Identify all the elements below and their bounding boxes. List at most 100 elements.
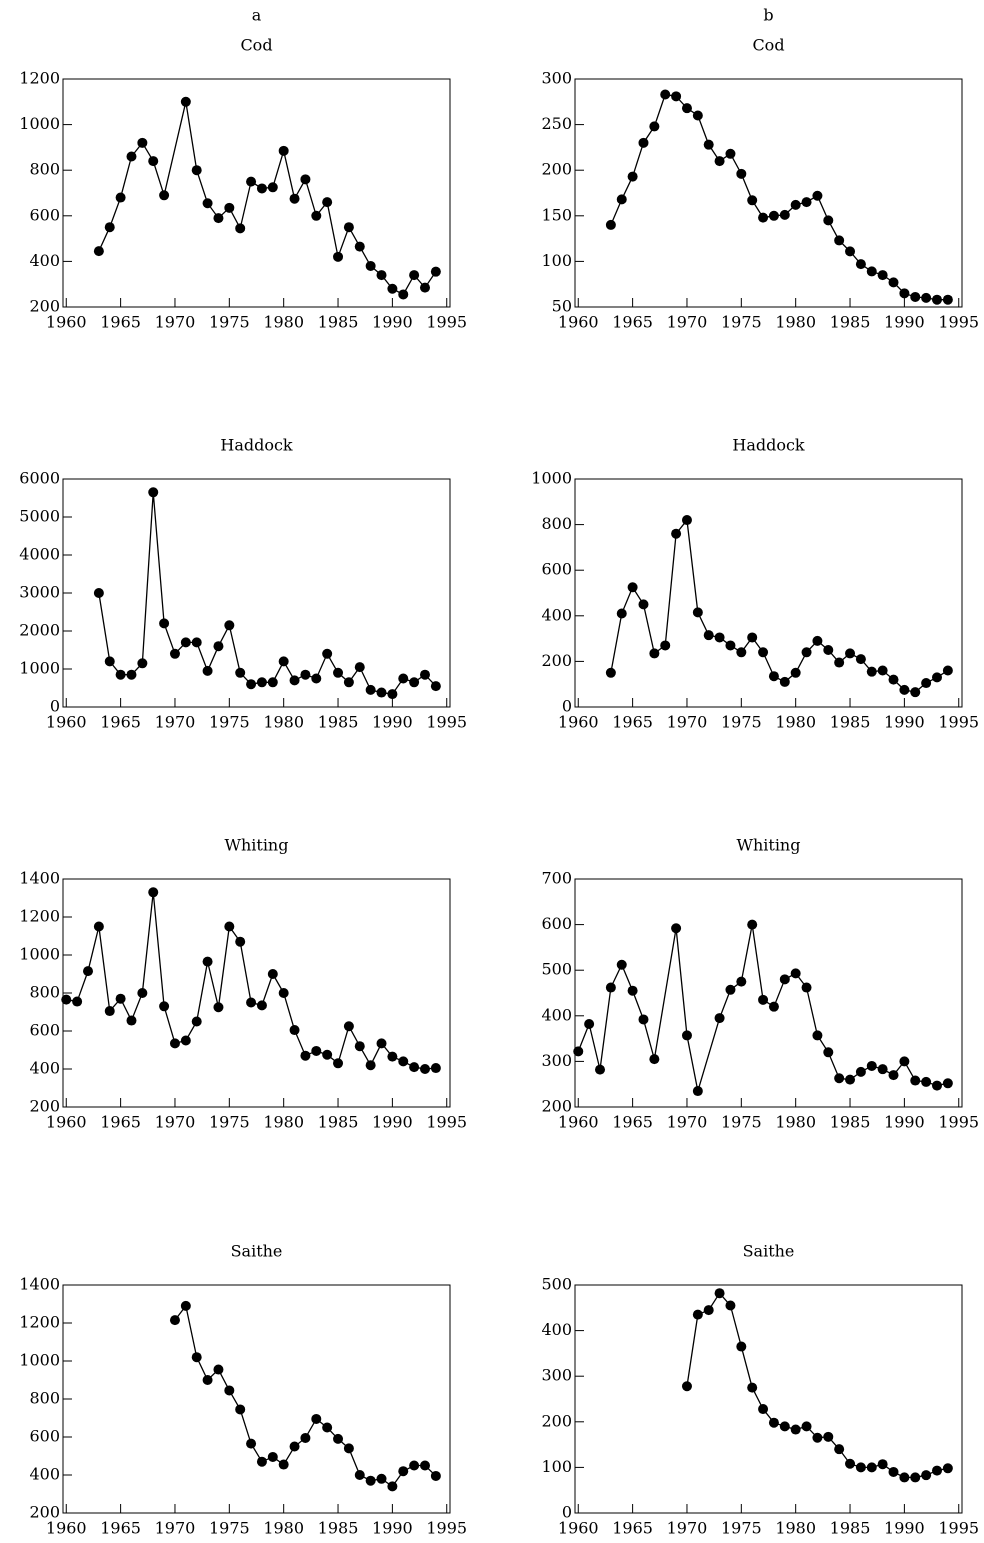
data-point [910, 1472, 921, 1483]
series-line [686, 1292, 949, 1479]
y-tick-label: 100 [541, 251, 572, 270]
data-point [409, 1062, 420, 1073]
data-point [866, 266, 877, 277]
data-point [333, 251, 344, 262]
data-point [801, 982, 812, 993]
y-tick-label: 5000 [19, 507, 60, 526]
x-tick-label: 1975 [209, 713, 250, 732]
data-point [671, 91, 682, 102]
data-point [638, 1014, 649, 1025]
data-point [398, 289, 409, 300]
data-point [137, 988, 148, 998]
data-point [747, 919, 758, 930]
data-point [278, 1459, 289, 1470]
y-tick-label: 800 [29, 1389, 60, 1408]
data-point [942, 1463, 953, 1474]
data-point [72, 996, 83, 1007]
data-point [202, 198, 213, 209]
data-point [235, 667, 246, 678]
data-point [899, 1056, 910, 1067]
x-tick-label: 1960 [46, 1519, 87, 1538]
data-point [834, 1444, 845, 1455]
data-point [812, 1030, 823, 1041]
data-point [692, 607, 703, 618]
data-point [779, 209, 790, 220]
data-point [202, 956, 213, 967]
data-point [115, 993, 126, 1004]
y-tick-label: 600 [541, 914, 572, 933]
y-tick-label: 400 [541, 1005, 572, 1024]
data-point [931, 1465, 942, 1476]
data-point [159, 190, 170, 201]
x-tick-label: 1965 [612, 313, 653, 332]
x-tick-label: 1965 [100, 313, 141, 332]
x-tick-label: 1960 [558, 1113, 599, 1132]
data-point [627, 985, 638, 996]
x-tick-label: 1965 [612, 713, 653, 732]
data-point [365, 1060, 376, 1071]
data-point [365, 260, 376, 271]
data-point [855, 1066, 866, 1077]
y-tick-label: 400 [541, 605, 572, 624]
x-tick-label: 1975 [209, 1519, 250, 1538]
data-point [736, 976, 747, 987]
y-tick-label: 6000 [19, 469, 60, 488]
x-tick-label: 1975 [721, 1113, 762, 1132]
data-point [605, 667, 616, 678]
data-point [692, 1086, 703, 1097]
data-point [126, 151, 137, 162]
data-point [246, 176, 257, 187]
data-point [931, 1080, 942, 1091]
data-point [169, 1038, 180, 1049]
data-point [899, 684, 910, 695]
data-point [703, 630, 714, 641]
data-point [343, 677, 354, 688]
x-tick-label: 1970 [155, 713, 196, 732]
y-tick-label: 600 [541, 560, 572, 579]
data-point [387, 283, 398, 294]
x-tick-label: 1995 [938, 713, 979, 732]
data-point [595, 1064, 606, 1075]
data-point [169, 648, 180, 659]
y-tick-label: 200 [541, 160, 572, 179]
data-point [801, 647, 812, 658]
data-point [343, 222, 354, 233]
x-tick-label: 1970 [155, 1113, 196, 1132]
data-point [387, 689, 398, 700]
y-tick-label: 1000 [19, 945, 60, 964]
data-point [725, 640, 736, 651]
data-point [289, 1025, 300, 1036]
data-point [584, 1019, 595, 1030]
x-tick-label: 1970 [667, 1113, 708, 1132]
data-point [845, 648, 856, 659]
chart-title: Haddock [220, 436, 293, 455]
data-point [180, 1300, 191, 1311]
data-point [430, 1470, 441, 1481]
y-tick-label: 1400 [19, 869, 60, 888]
data-point [224, 1385, 235, 1396]
x-tick-label: 1970 [667, 713, 708, 732]
data-point [311, 210, 322, 221]
data-point [692, 1309, 703, 1320]
data-point [921, 1470, 932, 1481]
y-tick-label: 1000 [531, 469, 572, 488]
data-point [61, 994, 72, 1005]
data-point [322, 648, 333, 659]
data-point [812, 1432, 823, 1443]
x-tick-label: 1975 [209, 313, 250, 332]
data-point [224, 921, 235, 932]
data-point [278, 656, 289, 667]
data-point [845, 1458, 856, 1469]
data-point [910, 687, 921, 698]
data-point [921, 1076, 932, 1087]
data-point [845, 1074, 856, 1085]
data-point [747, 632, 758, 643]
data-point [235, 936, 246, 947]
chart-title: Saithe [743, 1242, 795, 1261]
data-point [191, 1016, 202, 1027]
series-line [174, 1304, 437, 1488]
y-tick-label: 1000 [19, 114, 60, 133]
data-point [246, 1438, 257, 1449]
data-point [801, 197, 812, 208]
